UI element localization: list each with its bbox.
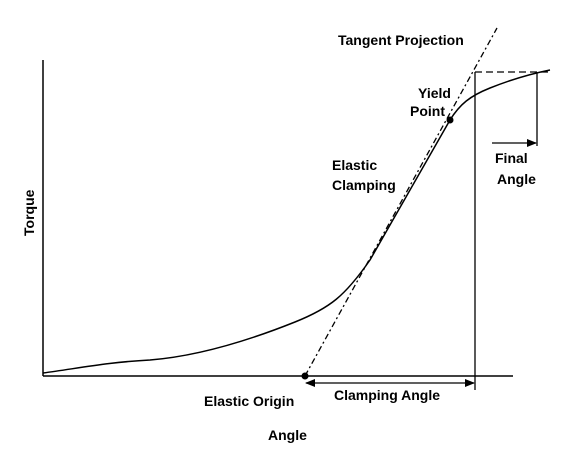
final-angle-label: Final Angle [495,150,536,187]
y-axis-label: Torque [21,189,37,236]
clamping-angle-label: Clamping Angle [334,387,440,403]
yield-point-label: Yield Point [410,85,455,119]
elastic-origin-marker [301,372,309,380]
x-axis-label: Angle [268,427,307,443]
tangent-projection-label: Tangent Projection [338,32,464,48]
yield-point-marker [446,116,454,124]
torque-curve [42,69,551,374]
tangent-projection-line [304,27,498,377]
elastic-origin-label: Elastic Origin [204,393,294,409]
elastic-clamping-label: Elastic Clamping [332,157,396,193]
